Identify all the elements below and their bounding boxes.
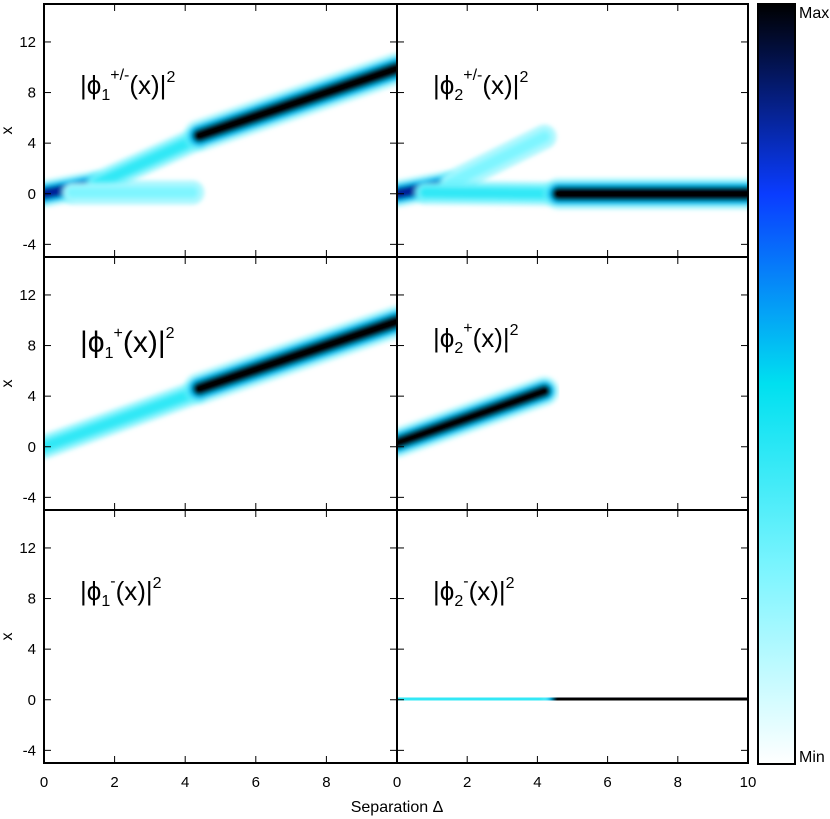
y-tick-label: -4 (23, 236, 36, 253)
panel-title: |ϕ1+/-(x)|2 (80, 67, 175, 104)
band-core (44, 386, 202, 453)
y-tick-label: 8 (28, 85, 36, 102)
colorbar-max-label: Max (799, 5, 829, 22)
y-axis-label: x (0, 127, 16, 135)
y-tick-label: 8 (28, 338, 36, 355)
band-core (192, 61, 397, 143)
y-tick-label: 4 (28, 135, 36, 152)
x-tick-label: 0 (393, 774, 401, 791)
panel-bands (397, 684, 748, 716)
y-tick-label: 0 (28, 692, 36, 709)
colorbar-min-label: Min (799, 749, 825, 766)
x-tick-label: 4 (181, 774, 189, 791)
panel-bands (44, 52, 397, 207)
y-tick-label: 0 (28, 439, 36, 456)
panel-background (397, 257, 748, 510)
band-core (91, 133, 202, 190)
y-tick-label: 12 (19, 540, 36, 557)
colorbar: Max Min (757, 3, 829, 766)
x-tick-label: 8 (322, 774, 330, 791)
band-core (397, 384, 551, 450)
y-tick-label: 12 (19, 287, 36, 304)
x-tick-label: 6 (252, 774, 260, 791)
panels-layer (44, 4, 748, 763)
y-tick-label: -4 (23, 489, 36, 506)
panel-title: |ϕ1+(x)|2 (80, 325, 175, 362)
band-core (397, 693, 557, 706)
panel-p2pm (397, 4, 748, 257)
y-axis-label: x (0, 380, 16, 388)
panel-title: |ϕ2+(x)|2 (433, 320, 519, 357)
y-tick-label: -4 (23, 742, 36, 759)
panel-bands (397, 376, 559, 458)
x-tick-label: 10 (740, 774, 757, 791)
x-tick-label: 4 (533, 774, 541, 791)
band-core (444, 131, 550, 190)
x-axis-label: Separation Δ (351, 799, 444, 816)
y-tick-label: 12 (19, 34, 36, 51)
panel-p1m (44, 510, 397, 763)
colorbar-gradient (757, 3, 796, 765)
panel-background (44, 510, 397, 763)
panel-background (397, 4, 748, 257)
x-tick-label: 2 (463, 774, 471, 791)
y-tick-label: 4 (28, 388, 36, 405)
panel-p1pm (44, 4, 397, 257)
band-core (192, 314, 397, 396)
y-tick-label: 8 (28, 591, 36, 608)
y-tick-label: 4 (28, 641, 36, 658)
panel-p2p (397, 257, 748, 510)
panel-frame (396, 509, 749, 764)
panel-title: |ϕ2-(x)|2 (433, 573, 515, 610)
panel-p1p (44, 257, 397, 510)
panel-p2m (397, 510, 748, 763)
x-tick-label: 2 (110, 774, 118, 791)
panel-background (397, 510, 748, 763)
panel-title: |ϕ1-(x)|2 (80, 573, 162, 610)
y-tick-label: 0 (28, 186, 36, 203)
y-axis-label: x (0, 633, 16, 641)
x-tick-label: 6 (603, 774, 611, 791)
panel-bands (397, 124, 748, 210)
panel-title: |ϕ2+/-(x)|2 (433, 67, 528, 104)
x-tick-label: 8 (674, 774, 682, 791)
band-core (419, 187, 557, 200)
x-tick-label: 0 (40, 774, 48, 791)
panel-bands (44, 305, 397, 459)
